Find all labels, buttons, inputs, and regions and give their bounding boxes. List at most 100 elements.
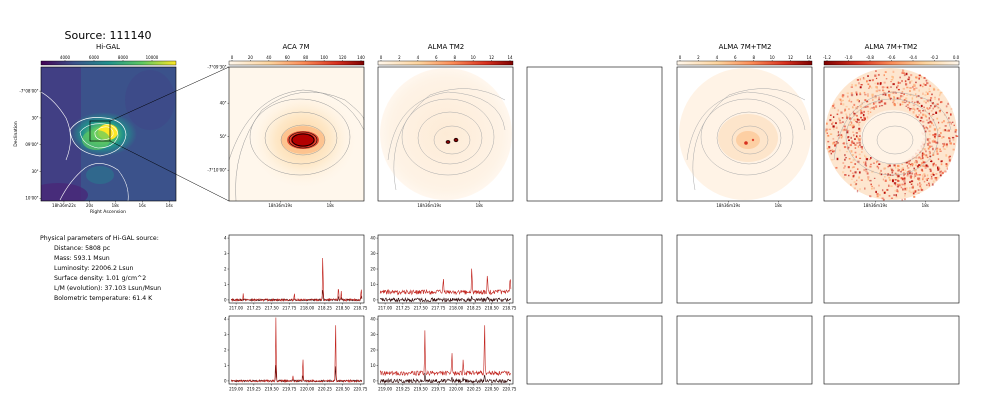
noise-speck: [875, 101, 877, 104]
noise-speck: [900, 171, 902, 173]
y-tick-label: 0: [373, 378, 376, 383]
noise-speck: [943, 120, 945, 123]
noise-speck: [866, 172, 869, 175]
noise-speck: [896, 102, 899, 104]
x-tick-label: 219.50: [414, 387, 428, 392]
noise-speck: [919, 119, 922, 122]
param-surface-density: Surface density: 1.01 g/cm^2: [54, 275, 146, 282]
noise-speck: [934, 105, 937, 108]
noise-speck: [923, 128, 926, 130]
noise-speck: [926, 128, 929, 130]
noise-speck: [949, 138, 951, 140]
noise-speck: [926, 179, 928, 181]
noise-speck: [864, 163, 867, 166]
noise-speck: [902, 72, 905, 74]
noise-speck: [925, 119, 929, 121]
spectrum-tm2-2: 219.00 219.25 219.50 219.75 220.00 220.25 220.…: [370, 315, 517, 392]
noise-speck: [886, 86, 890, 89]
noise-speck: [881, 197, 884, 200]
y-tick-label: 0: [373, 297, 376, 302]
noise-speck: [946, 121, 950, 124]
noise-speck: [829, 149, 832, 152]
noise-speck: [888, 96, 891, 99]
noise-speck: [831, 123, 833, 125]
empty-spectrum-panel: [526, 234, 663, 304]
noise-speck: [861, 118, 863, 121]
noise-speck: [939, 174, 942, 177]
noise-speck: [888, 164, 891, 167]
noise-speck: [831, 149, 834, 151]
noise-speck: [859, 86, 862, 89]
noise-speck: [884, 71, 887, 73]
noise-speck: [917, 178, 921, 182]
noise-speck: [871, 107, 874, 109]
noise-speck: [909, 186, 911, 190]
noise-speck: [920, 97, 923, 99]
y-tick-label: 0: [224, 378, 227, 383]
noise-speck: [888, 94, 891, 97]
noise-speck: [932, 124, 935, 126]
colorbar-tick-label: 0.0: [953, 55, 960, 60]
noise-speck: [953, 124, 955, 127]
noise-speck: [841, 95, 844, 98]
noise-speck: [893, 164, 896, 167]
noise-speck: [926, 174, 929, 177]
noise-speck: [897, 169, 900, 172]
noise-speck: [928, 141, 931, 144]
noise-speck: [852, 158, 855, 162]
noise-speck: [924, 130, 927, 133]
noise-speck: [852, 166, 855, 168]
noise-speck: [928, 140, 930, 143]
noise-speck: [923, 100, 926, 103]
noise-speck: [954, 129, 958, 131]
noise-speck: [933, 128, 936, 131]
noise-speck: [932, 139, 935, 142]
noise-speck: [830, 159, 834, 161]
noise-speck: [947, 129, 950, 132]
noise-speck: [829, 133, 833, 135]
noise-speck: [939, 127, 941, 129]
noise-speck: [901, 90, 904, 93]
noise-speck: [918, 156, 921, 159]
noise-speck: [911, 79, 913, 82]
noise-speck: [877, 166, 880, 170]
x-tick-label: 218.00: [449, 306, 463, 311]
noise-speck: [850, 136, 852, 139]
noise-speck: [938, 94, 941, 97]
noise-speck: [918, 174, 921, 176]
noise-speck: [936, 176, 939, 179]
noise-speck: [936, 166, 939, 169]
noise-speck: [927, 108, 930, 110]
noise-speck: [918, 151, 921, 153]
noise-speck: [943, 144, 946, 147]
x-tick-label: 220.25: [467, 387, 481, 392]
param-luminosity: Luminosity: 22006.2 Lsun: [54, 265, 133, 272]
y-tick-label: 50": [220, 134, 227, 139]
figure-title: Source: 111140: [65, 29, 152, 42]
noise-speck: [860, 111, 863, 114]
noise-speck: [938, 167, 941, 170]
noise-speck: [925, 178, 928, 180]
noise-speck: [860, 116, 862, 119]
noise-speck: [892, 99, 895, 101]
noise-speck: [880, 98, 883, 101]
noise-speck: [915, 159, 918, 162]
noise-speck: [827, 134, 830, 137]
noise-speck: [901, 80, 903, 83]
noise-speck: [902, 87, 905, 90]
noise-speck: [934, 133, 937, 136]
noise-speck: [931, 122, 933, 125]
noise-speck: [850, 100, 853, 103]
noise-speck: [858, 138, 861, 142]
noise-speck: [892, 169, 895, 172]
noise-speck: [931, 140, 934, 143]
noise-speck: [865, 158, 869, 161]
noise-speck: [882, 93, 885, 96]
noise-speck: [932, 113, 935, 116]
noise-speck: [932, 163, 934, 166]
noise-speck: [919, 185, 922, 188]
noise-speck: [945, 154, 948, 157]
noise-speck: [955, 135, 957, 137]
noise-speck: [942, 143, 944, 145]
noise-speck: [904, 172, 906, 175]
